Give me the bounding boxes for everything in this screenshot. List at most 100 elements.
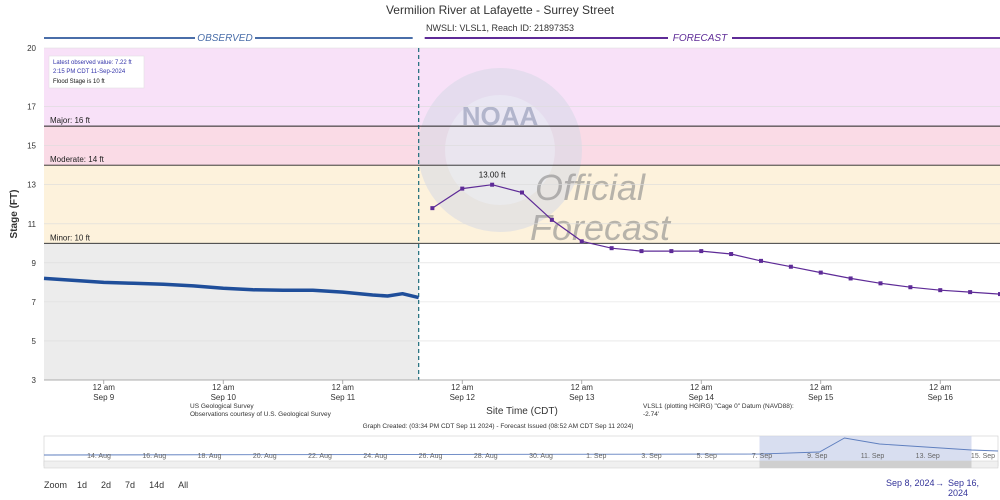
y-tick-label: 7: [32, 298, 37, 307]
info-flood-stage: Flood Stage is 10 ft: [53, 79, 105, 85]
forecast-point: [729, 252, 734, 257]
navigator-label: 13. Sep: [916, 453, 940, 460]
navigator-label: 26. Aug: [419, 453, 443, 460]
info-box: Latest observed value: 7.22 ft 2:15 PM C…: [48, 55, 145, 89]
navigator-label: 3. Sep: [641, 453, 661, 460]
range-separator: →: [935, 478, 944, 488]
y-tick-label: 17: [27, 103, 36, 112]
navigator-label: 7. Sep: [752, 453, 772, 460]
forecast-header: FORECAST: [673, 33, 728, 44]
forecast-point: [609, 246, 614, 251]
navigator-scrollbar: [43, 460, 999, 469]
navigator-label: 1. Sep: [586, 453, 606, 460]
y-tick-label: 3: [32, 376, 37, 385]
threshold-label-minor: Minor: 10 ft: [50, 233, 91, 242]
zoom-2d-button[interactable]: 2d: [101, 480, 112, 490]
chart-title: Vermilion River at Lafayette - Surrey St…: [386, 3, 615, 17]
x-tick-label-time: 12 am: [929, 383, 952, 392]
data-series: 13.00 ft: [43, 171, 1000, 300]
zoom-label: Zoom: [44, 480, 68, 490]
noaa-logo-inner-icon: [445, 95, 555, 205]
zoom-1d-button[interactable]: 1d: [77, 480, 88, 490]
navigator-label: 20. Aug: [253, 453, 277, 460]
forecast-point: [788, 264, 793, 269]
source-line-1: US Geological Survey: [190, 403, 254, 410]
navigator-label: 16. Aug: [142, 453, 166, 460]
navigator-label: 28. Aug: [474, 453, 498, 460]
navigator-label: 9. Sep: [807, 453, 827, 460]
forecast-point: [818, 270, 823, 275]
x-tick-label-time: 12 am: [332, 383, 355, 392]
navigator-label: 30. Aug: [529, 453, 553, 460]
navigator[interactable]: 14. Aug 16. Aug 18. Aug 20. Aug 22. Aug 24. A…: [43, 435, 999, 469]
chart-subtitle: NWSLI: VLSL1, Reach ID: 21897353: [426, 23, 574, 33]
observed-header: OBSERVED: [197, 33, 252, 44]
forecast-point: [639, 249, 644, 254]
x-tick-label-date: Sep 10: [211, 393, 237, 402]
observed-area: [44, 243, 419, 380]
forecast-point: [759, 258, 763, 263]
navigator-label: 18. Aug: [198, 453, 222, 460]
y-tick-label: 20: [27, 44, 36, 53]
watermark-forecast: Forecast: [530, 207, 672, 248]
observed-header-bg: [195, 31, 255, 43]
x-tick-label-time: 12 am: [571, 383, 594, 392]
navigator-label: 5. Sep: [697, 453, 717, 460]
zoom-7d-button[interactable]: 7d: [125, 480, 136, 490]
forecast-point: [968, 290, 973, 295]
x-tick-label-date: Sep 16: [928, 393, 954, 402]
navigator-label: 22. Aug: [308, 453, 332, 460]
y-axis-label: Stage (FT): [9, 190, 20, 239]
navigator-scroll-thumb: [759, 461, 972, 468]
peak-label: 13.00 ft: [479, 171, 506, 180]
x-tick-label-date: Sep 12: [450, 393, 476, 402]
y-tick-label: 11: [28, 220, 37, 229]
forecast-point: [878, 281, 883, 286]
forecast-point: [460, 186, 465, 191]
forecast-point: [549, 217, 554, 222]
y-tick-label: 13: [27, 181, 36, 190]
x-tick-label-date: Sep 11: [330, 393, 355, 402]
forecast-line: [432, 184, 1000, 295]
source-line-2: Observations courtesy of U.S. Geological…: [190, 411, 332, 418]
y-tick-label: 9: [32, 259, 37, 268]
range-start-input[interactable]: Sep 8, 2024: [886, 478, 935, 488]
navigator-label: 15. Sep: [971, 453, 995, 460]
observed-line: [43, 276, 420, 300]
x-tick-label-time: 12 am: [451, 383, 474, 392]
datum-note: VLSL1 (plotting HGIRG) "Cage 0" Datum (N…: [643, 403, 796, 418]
forecast-point: [490, 182, 495, 187]
forecast-point: [938, 288, 943, 293]
navigator-label: 14. Aug: [87, 453, 111, 460]
zoom-14d-button[interactable]: 14d: [149, 480, 165, 490]
forecast-point: [699, 249, 704, 254]
zoom-all-button[interactable]: All: [178, 480, 189, 490]
zoom-bar: Zoom 1d 2d 7d 14d All: [44, 478, 202, 492]
forecast-point: [579, 239, 584, 244]
x-tick-label-time: 12 am: [93, 383, 116, 392]
forecast-point: [998, 292, 1000, 297]
x-tick-label-time: 12 am: [690, 383, 713, 392]
y-tick-label: 5: [32, 337, 37, 346]
forecast-point: [669, 249, 674, 254]
forecast-point: [908, 285, 913, 290]
info-time: 2:15 PM CDT 11-Sep-2024: [53, 69, 126, 75]
navigator-label: 24. Aug: [363, 453, 387, 460]
x-tick-label-date: Sep 15: [808, 393, 834, 402]
info-latest: Latest observed value: 7.22 ft: [53, 60, 132, 66]
x-tick-label-date: Sep 13: [569, 393, 595, 402]
navigator-series: [43, 437, 999, 456]
forecast-header-bg: [668, 31, 732, 43]
forecast-point: [430, 206, 435, 211]
x-tick-label-time: 12 am: [212, 383, 235, 392]
flood-thresholds: Major: 16 ft Moderate: 14 ft Minor: 10 ft: [44, 116, 1000, 244]
forecast-point: [848, 276, 853, 281]
x-tick-label-date: Sep 9: [93, 393, 114, 402]
threshold-label-moderate: Moderate: 14 ft: [50, 155, 105, 164]
range-end-input[interactable]: Sep 16, 2024: [948, 478, 980, 498]
created-note: Graph Created: (03:34 PM CDT Sep 11 2024…: [363, 423, 634, 430]
navigator-label: 11. Sep: [861, 453, 885, 460]
y-grid: 3 5 7 9 11 13 15 17 20: [27, 44, 1000, 385]
